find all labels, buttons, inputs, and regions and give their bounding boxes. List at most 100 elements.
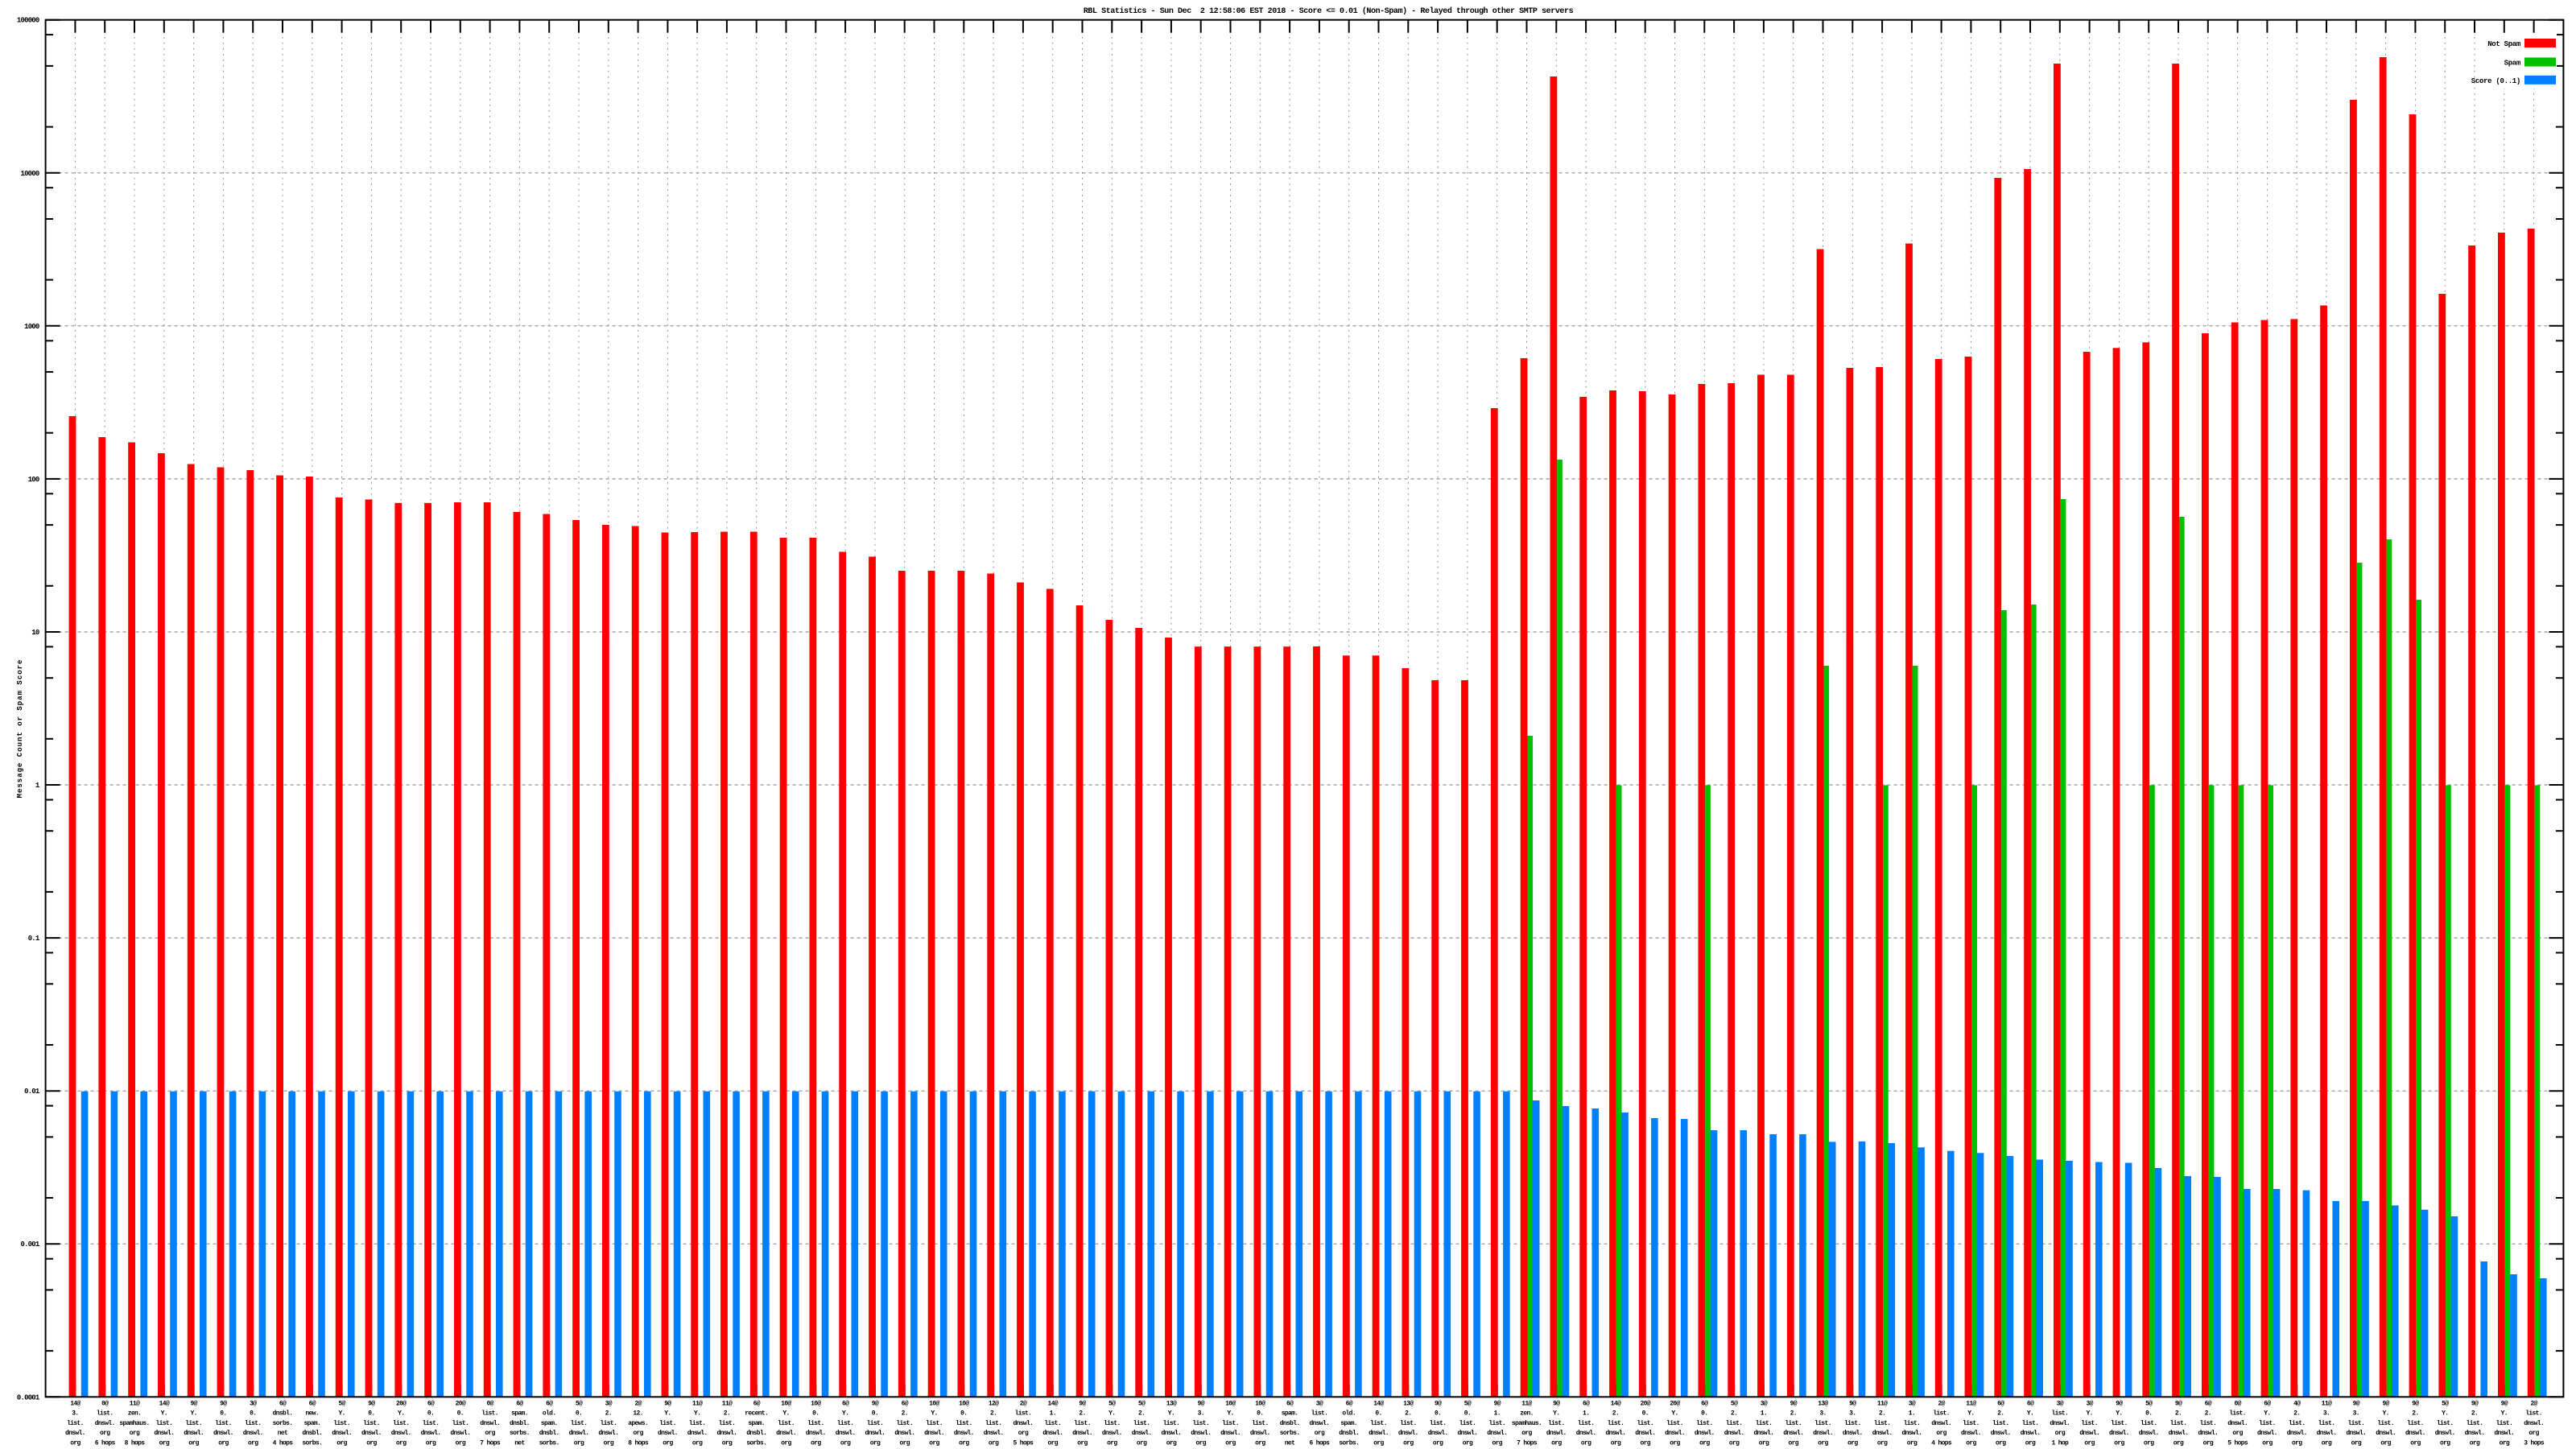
svg-text:list.: list.: [1192, 1420, 1209, 1427]
svg-text:list.: list.: [1874, 1420, 1891, 1427]
svg-text:list.: list.: [1430, 1420, 1447, 1427]
svg-text:org: org: [1373, 1439, 1384, 1447]
svg-text:dnswl.: dnswl.: [865, 1430, 886, 1437]
svg-text:1.: 1.: [1050, 1410, 1056, 1418]
svg-text:6@: 6@: [753, 1401, 761, 1408]
svg-text:6@: 6@: [2027, 1401, 2034, 1408]
svg-text:spam.: spam.: [748, 1420, 765, 1427]
svg-text:dnswl.: dnswl.: [687, 1430, 708, 1437]
svg-text:Y.: Y.: [1671, 1410, 1678, 1418]
svg-text:5@: 5@: [1464, 1401, 1472, 1408]
svg-text:org: org: [870, 1439, 881, 1447]
svg-text:2@: 2@: [1020, 1401, 1027, 1408]
svg-text:zen.: zen.: [1520, 1410, 1534, 1418]
svg-text:list.: list.: [1726, 1420, 1743, 1427]
svg-text:11@: 11@: [130, 1401, 140, 1408]
svg-text:10@: 10@: [1225, 1401, 1236, 1408]
svg-text:6@: 6@: [902, 1401, 909, 1408]
svg-text:org: org: [1729, 1439, 1740, 1447]
svg-text:4 hops: 4 hops: [1931, 1439, 1952, 1447]
svg-text:list.: list.: [1163, 1420, 1180, 1427]
svg-text:2.: 2.: [2175, 1410, 2182, 1418]
svg-text:2.: 2.: [1997, 1410, 2004, 1418]
svg-text:dnswl.: dnswl.: [2435, 1430, 2455, 1437]
svg-text:11@: 11@: [1521, 1401, 1532, 1408]
svg-text:11@: 11@: [692, 1401, 703, 1408]
svg-text:dnswl.: dnswl.: [1576, 1430, 1596, 1437]
svg-text:10000: 10000: [20, 170, 39, 178]
svg-text:org: org: [456, 1439, 466, 1447]
svg-text:org: org: [1818, 1439, 1828, 1447]
svg-text:org: org: [2025, 1439, 2036, 1447]
svg-text:dnswl.: dnswl.: [1606, 1430, 1626, 1437]
svg-text:0@: 0@: [2234, 1401, 2241, 1408]
svg-text:list.: list.: [2318, 1420, 2335, 1427]
svg-text:Y.: Y.: [1108, 1410, 1115, 1418]
svg-text:0.: 0.: [427, 1410, 434, 1418]
svg-text:list.: list.: [1015, 1410, 1032, 1418]
svg-text:org: org: [1137, 1439, 1147, 1447]
svg-text:9@: 9@: [2501, 1401, 2508, 1408]
svg-text:list.: list.: [837, 1420, 854, 1427]
svg-text:dnswl.: dnswl.: [2317, 1430, 2337, 1437]
svg-text:dnswl.: dnswl.: [2198, 1430, 2218, 1437]
svg-text:dnswl.: dnswl.: [450, 1430, 470, 1437]
svg-text:3.: 3.: [1819, 1410, 1826, 1418]
svg-text:2.: 2.: [1879, 1410, 1885, 1418]
svg-text:org: org: [218, 1439, 229, 1447]
svg-text:dnswl.: dnswl.: [1991, 1430, 2011, 1437]
svg-text:dnswl.: dnswl.: [2109, 1430, 2129, 1437]
svg-text:org: org: [2351, 1439, 2362, 1447]
svg-text:Y.: Y.: [2501, 1410, 2508, 1418]
svg-text:recent.: recent.: [745, 1410, 768, 1418]
svg-text:spam.: spam.: [511, 1410, 528, 1418]
svg-text:list.: list.: [245, 1420, 262, 1427]
svg-text:2.: 2.: [902, 1410, 908, 1418]
svg-text:list.: list.: [1756, 1420, 1773, 1427]
svg-text:list.: list.: [659, 1420, 676, 1427]
svg-text:org: org: [633, 1430, 643, 1437]
svg-text:list.: list.: [1074, 1420, 1091, 1427]
svg-text:sorbs.: sorbs.: [1339, 1439, 1359, 1447]
svg-text:Y.: Y.: [2382, 1410, 2388, 1418]
svg-text:dnswl.: dnswl.: [2346, 1430, 2366, 1437]
svg-text:zen.: zen.: [128, 1410, 142, 1418]
svg-text:list.: list.: [2525, 1410, 2542, 1418]
svg-text:dnswl.: dnswl.: [1902, 1430, 1922, 1437]
svg-text:5@: 5@: [2442, 1401, 2449, 1408]
svg-text:org: org: [1907, 1439, 1918, 1447]
svg-text:Y.: Y.: [1553, 1410, 1559, 1418]
svg-text:6@: 6@: [279, 1401, 287, 1408]
svg-text:5@: 5@: [1138, 1401, 1146, 1408]
svg-text:1.: 1.: [1583, 1410, 1589, 1418]
svg-text:org: org: [248, 1439, 258, 1447]
svg-text:dnswl.: dnswl.: [776, 1430, 796, 1437]
svg-text:org: org: [1433, 1439, 1443, 1447]
svg-text:5@: 5@: [338, 1401, 345, 1408]
svg-text:2@: 2@: [1938, 1401, 1945, 1408]
svg-text:6 hops: 6 hops: [1310, 1439, 1331, 1447]
svg-text:org: org: [1788, 1439, 1798, 1447]
svg-text:org: org: [1996, 1439, 2006, 1447]
svg-text:0.: 0.: [1701, 1410, 1707, 1418]
svg-text:2.: 2.: [1731, 1410, 1737, 1418]
svg-text:3 hops: 3 hops: [2524, 1439, 2545, 1447]
svg-text:org: org: [1877, 1439, 1888, 1447]
svg-text:100: 100: [28, 476, 39, 484]
svg-text:list.: list.: [1311, 1410, 1328, 1418]
svg-text:3.: 3.: [2323, 1410, 2330, 1418]
svg-text:org: org: [366, 1439, 377, 1447]
svg-text:dnswl.: dnswl.: [2465, 1430, 2485, 1437]
svg-text:0.: 0.: [368, 1410, 374, 1418]
svg-text:3@: 3@: [2057, 1401, 2064, 1408]
svg-text:3.: 3.: [72, 1410, 78, 1418]
svg-text:org: org: [2292, 1439, 2302, 1447]
svg-text:dnswl.: dnswl.: [1250, 1430, 1270, 1437]
svg-text:Y.: Y.: [842, 1410, 848, 1418]
svg-text:dnswl.: dnswl.: [894, 1430, 914, 1437]
svg-text:dnswl.: dnswl.: [1754, 1430, 1774, 1437]
svg-text:org: org: [1255, 1439, 1265, 1447]
svg-text:list.: list.: [423, 1420, 440, 1427]
svg-text:sorbs.: sorbs.: [302, 1439, 322, 1447]
svg-text:6@: 6@: [309, 1401, 316, 1408]
